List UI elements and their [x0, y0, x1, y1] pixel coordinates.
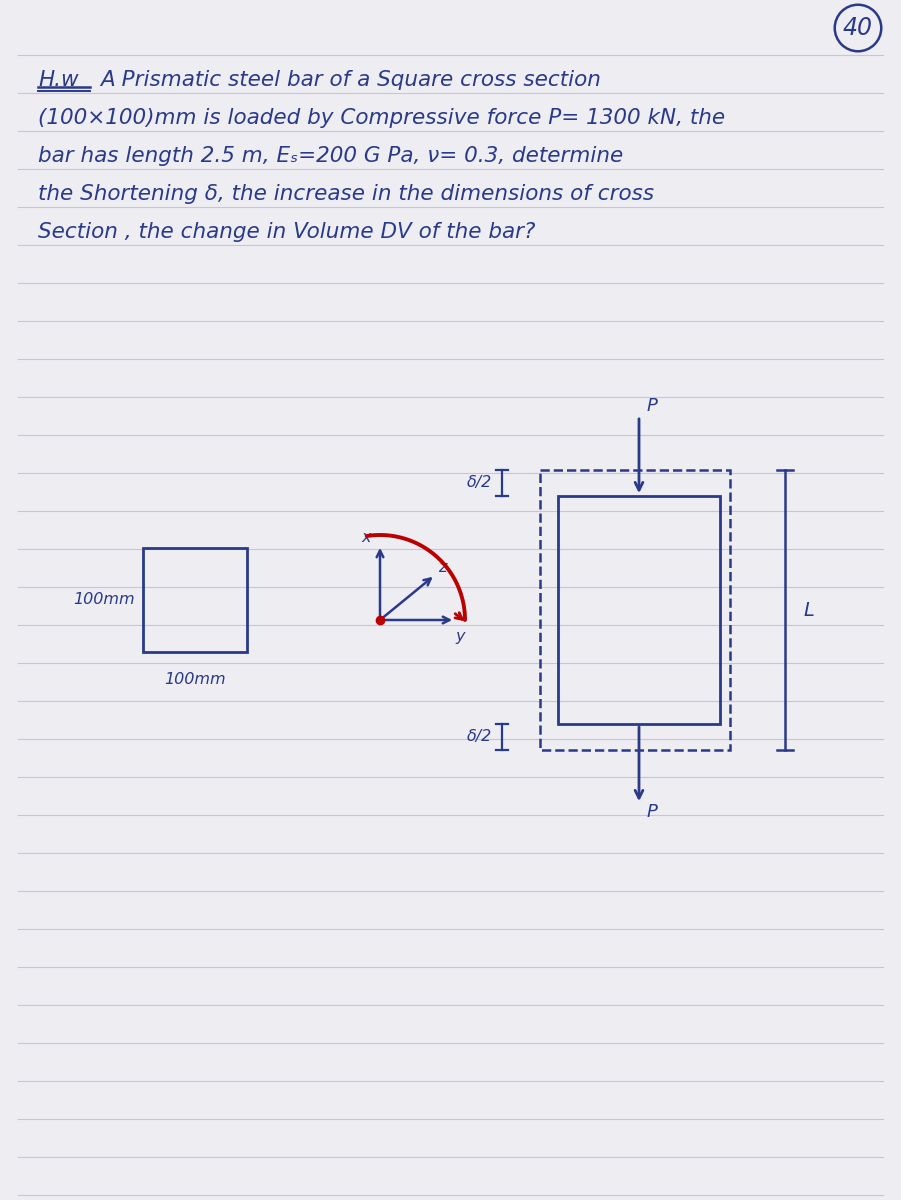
Text: L: L — [803, 600, 814, 619]
Text: (100×100)mm is loaded by Compressive force P= 1300 kN, the: (100×100)mm is loaded by Compressive for… — [38, 108, 725, 128]
Bar — [143, 548, 247, 652]
Text: H.w: H.w — [38, 70, 78, 90]
Text: 100mm: 100mm — [73, 593, 135, 607]
Text: 40: 40 — [843, 16, 873, 40]
Text: bar has length 2.5 m, Eₛ=200 G Pa, ν= 0.3, determine: bar has length 2.5 m, Eₛ=200 G Pa, ν= 0.… — [38, 146, 623, 166]
Text: Section , the change in Volume DV of the bar?: Section , the change in Volume DV of the… — [38, 222, 535, 242]
Bar — [558, 496, 720, 724]
Text: x: x — [361, 529, 370, 545]
Bar — [540, 470, 730, 750]
Text: z: z — [438, 560, 446, 576]
Text: δ/2: δ/2 — [467, 475, 492, 491]
Text: 100mm: 100mm — [164, 672, 226, 686]
Text: P: P — [647, 397, 658, 415]
Text: y: y — [455, 629, 465, 643]
Text: A Prismatic steel bar of a Square cross section: A Prismatic steel bar of a Square cross … — [100, 70, 601, 90]
Text: δ/2: δ/2 — [467, 730, 492, 744]
Text: the Shortening δ, the increase in the dimensions of cross: the Shortening δ, the increase in the di… — [38, 184, 654, 204]
Text: P: P — [647, 803, 658, 821]
